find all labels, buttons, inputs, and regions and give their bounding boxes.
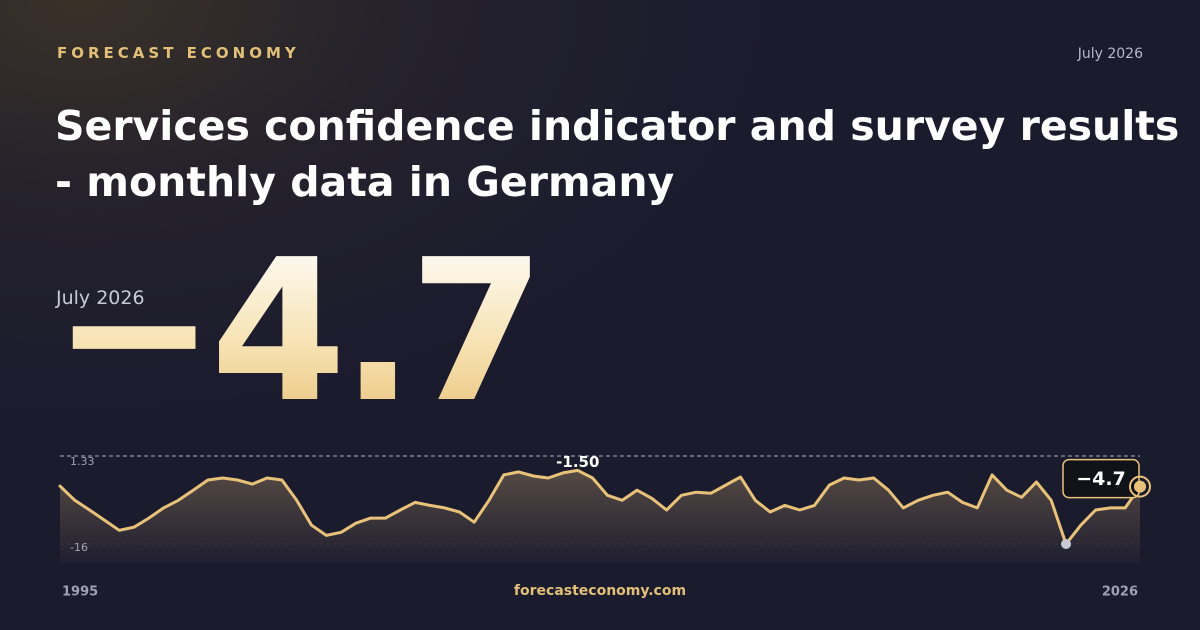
y-tick-label: 1.33 <box>70 455 95 468</box>
headline-value: −4.7 <box>52 218 545 446</box>
title: Services confidence indicator and survey… <box>55 102 1180 206</box>
brand: FORECAST ECONOMY <box>57 44 300 62</box>
peak-label: -1.50 <box>556 453 599 471</box>
footer-link[interactable]: forecasteconomy.com <box>513 583 687 599</box>
x-tick-label: 1995 <box>62 585 98 600</box>
last-value-label: −4.7 <box>1076 468 1126 490</box>
date: July 2026 <box>1077 46 1143 62</box>
x-tick-label: 2026 <box>1102 585 1138 600</box>
last-point-ring <box>1129 475 1151 498</box>
headline-date: July 2026 <box>56 287 145 309</box>
area <box>60 470 1140 564</box>
min-point <box>1061 539 1072 549</box>
last-point <box>1134 480 1146 493</box>
line <box>58 468 1142 546</box>
last-label-box <box>1062 458 1140 499</box>
